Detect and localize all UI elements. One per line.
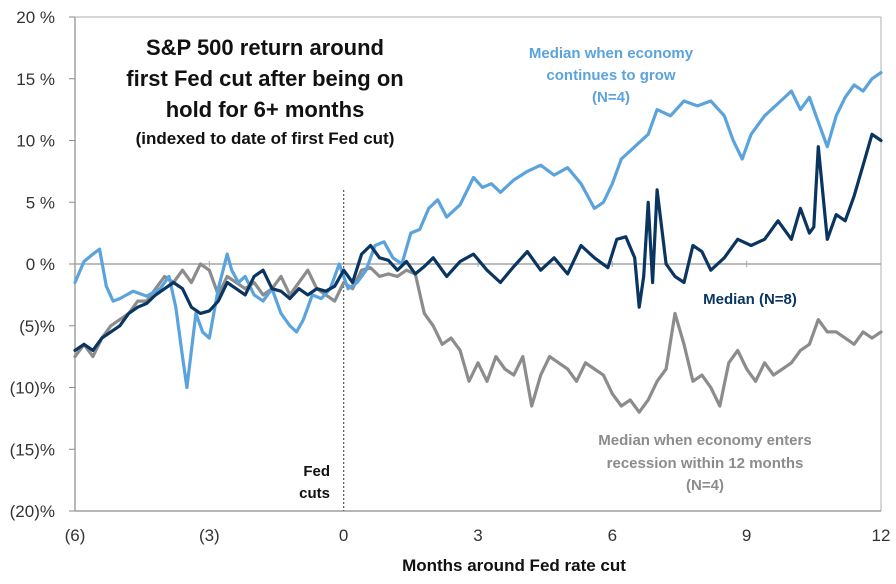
title-line-2: first Fed cut after being on — [126, 66, 403, 91]
fed-cuts-label: Fed cuts — [299, 463, 330, 502]
x-tick-label: 0 — [339, 526, 348, 545]
title-line-1: S&P 500 return around — [146, 35, 384, 60]
annotation-median: Median (N=8) — [703, 291, 797, 308]
x-axis-label: Months around Fed rate cut — [402, 556, 626, 575]
series-lines — [73, 70, 883, 414]
annotation-grow-line-1: Median when economy — [529, 45, 694, 62]
y-tick-label: 0 % — [26, 255, 55, 274]
annotation-recession-line-3: (N=4) — [686, 477, 724, 494]
annotation-grow-line-2: continues to grow — [546, 67, 675, 84]
y-tick-label: 15 % — [16, 70, 55, 89]
y-tick-label: 20 % — [16, 8, 55, 27]
x-tick-label: 12 — [872, 526, 891, 545]
y-tick-label: (20)% — [10, 502, 55, 521]
series-line-grow — [73, 70, 883, 390]
fed-cuts-label-line-1: Fed — [303, 463, 330, 480]
title-line-3: hold for 6+ months — [166, 97, 365, 122]
annotation-grow-line-3: (N=4) — [592, 89, 630, 106]
annotation-grow: Median when economy continues to grow (N… — [529, 45, 694, 106]
x-tick-label: (6) — [65, 526, 86, 545]
x-tick-label: (3) — [199, 526, 220, 545]
y-tick-label: 5 % — [26, 193, 55, 212]
annotation-median-text: Median (N=8) — [703, 291, 797, 308]
annotation-recession-line-1: Median when economy enters — [598, 432, 811, 449]
x-tick-label: 6 — [608, 526, 617, 545]
chart-title: S&P 500 return around first Fed cut afte… — [126, 35, 403, 148]
tick-marks: 20 % 15 % 10 % 5 % 0 % (5)% (10)% (15)% (20)% (6)… — [10, 8, 891, 545]
y-tick-label: 10 % — [16, 132, 55, 151]
y-tick-label: (15)% — [10, 440, 55, 459]
y-tick-label: (5)% — [19, 317, 55, 336]
y-tick-label: (10)% — [10, 379, 55, 398]
annotation-recession-line-2: recession within 12 months — [607, 455, 804, 472]
annotation-recession: Median when economy enters recession wit… — [598, 432, 811, 494]
chart-subtitle: (indexed to date of first Fed cut) — [136, 129, 395, 148]
x-tick-label: 3 — [473, 526, 482, 545]
fed-cuts-label-line-2: cuts — [299, 485, 330, 502]
series-line-recession — [73, 262, 883, 414]
x-tick-label: 9 — [742, 526, 751, 545]
series-line-median — [73, 132, 883, 352]
